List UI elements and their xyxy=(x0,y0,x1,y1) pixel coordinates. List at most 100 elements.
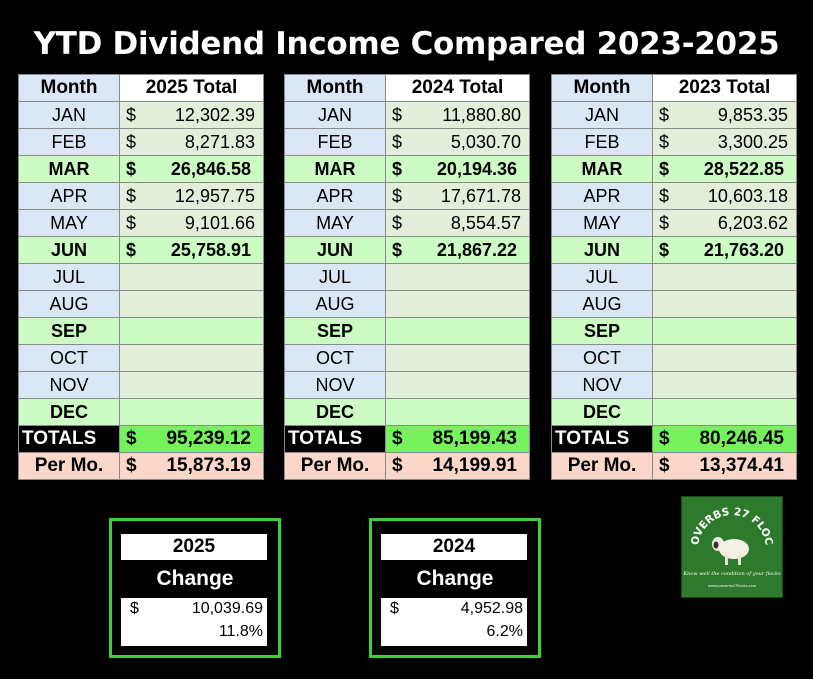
change-amount: 10,039.69 xyxy=(191,600,263,617)
table-row: DEC xyxy=(551,398,797,426)
value-cell: $8,271.83 xyxy=(119,128,264,156)
table-row: MAY $8,554.57 xyxy=(284,209,530,237)
amount: 15,873.19 xyxy=(166,455,251,476)
amount: 6,203.62 xyxy=(717,212,788,233)
table-row: OCT xyxy=(18,344,264,372)
value-cell: $12,302.39 xyxy=(119,101,264,129)
change-box-2025: 2025 Change $ 10,039.69 11.8% xyxy=(109,518,281,658)
totals-label: TOTALS xyxy=(18,425,120,453)
currency-symbol: $ xyxy=(392,158,403,179)
month-cell: JUL xyxy=(18,263,120,291)
month-cell: OCT xyxy=(18,344,120,372)
table-row: NOV xyxy=(284,371,530,399)
amount: 11,880.80 xyxy=(442,104,521,125)
month-cell: JUN xyxy=(18,236,120,264)
month-cell: FEB xyxy=(284,128,386,156)
amount: 17,671.78 xyxy=(440,185,521,206)
sheep-logo-icon: PROVERBS 27 FLOCKS Know well the conditi… xyxy=(678,488,781,588)
table-row: AUG xyxy=(18,290,264,318)
value-cell: $25,758.91 xyxy=(119,236,264,264)
totals-row: TOTALS $95,239.12 xyxy=(18,425,264,453)
month-cell: AUG xyxy=(551,290,653,318)
currency-symbol: $ xyxy=(126,158,137,179)
currency-symbol: $ xyxy=(126,104,137,125)
per-month-label: Per Mo. xyxy=(18,452,120,480)
currency-symbol: $ xyxy=(659,104,670,125)
table-header-row: Month 2025 Total xyxy=(18,74,264,102)
amount: 12,302.39 xyxy=(174,104,255,125)
table-row: APR $17,671.78 xyxy=(284,182,530,210)
amount: 8,554.57 xyxy=(450,212,521,233)
table-row: OCT xyxy=(284,344,530,372)
table-row: JUN $25,758.91 xyxy=(18,236,264,264)
month-cell: OCT xyxy=(284,344,386,372)
month-cell: SEP xyxy=(551,317,653,345)
change-label: Change xyxy=(156,567,234,590)
proverbs-27-flocks-logo: PROVERBS 27 FLOCKS Know well the conditi… xyxy=(678,488,783,598)
month-cell: AUG xyxy=(284,290,386,318)
value-cell xyxy=(119,290,264,318)
table-row: JUN $21,763.20 xyxy=(551,236,797,264)
month-cell: MAR xyxy=(284,155,386,183)
month-cell: DEC xyxy=(284,398,386,426)
value-cell: $17,671.78 xyxy=(385,182,530,210)
value-cell: $5,030.70 xyxy=(385,128,530,156)
logo-url: www.proverbs27flocks.com xyxy=(708,584,757,588)
currency-symbol: $ xyxy=(126,131,137,152)
table-row: FEB $8,271.83 xyxy=(18,128,264,156)
month-cell: AUG xyxy=(18,290,120,318)
month-cell: MAY xyxy=(18,209,120,237)
totals-row: TOTALS $85,199.43 xyxy=(284,425,530,453)
change-values: $ 4,952.98 6.2% xyxy=(381,598,527,646)
value-cell: $21,763.20 xyxy=(652,236,797,264)
month-header: Month xyxy=(18,74,120,102)
totals-label: TOTALS xyxy=(284,425,386,453)
month-cell: JAN xyxy=(284,101,386,129)
month-cell: APR xyxy=(18,182,120,210)
ytd-table-2: Month 2023 Total JAN $9,853.35 FEB $3,300.25 M… xyxy=(551,74,797,480)
currency-symbol: $ xyxy=(392,455,403,476)
month-cell: JAN xyxy=(551,101,653,129)
table-row: DEC xyxy=(18,398,264,426)
change-percent: 11.8% xyxy=(218,623,263,640)
month-cell: JUL xyxy=(551,263,653,291)
totals-value: $95,239.12 xyxy=(119,425,264,453)
table-row: MAY $9,101.66 xyxy=(18,209,264,237)
currency-symbol: $ xyxy=(659,158,670,179)
currency-symbol: $ xyxy=(392,428,403,449)
month-cell: MAR xyxy=(551,155,653,183)
month-cell: JUL xyxy=(284,263,386,291)
table-row: APR $10,603.18 xyxy=(551,182,797,210)
table-row: SEP xyxy=(18,317,264,345)
change-values: $ 10,039.69 11.8% xyxy=(121,598,267,646)
value-cell: $10,603.18 xyxy=(652,182,797,210)
currency-symbol: $ xyxy=(390,600,399,617)
per-month-row: Per Mo. $14,199.91 xyxy=(284,452,530,480)
amount: 3,300.25 xyxy=(717,131,788,152)
currency-symbol: $ xyxy=(130,600,139,617)
value-cell: $9,101.66 xyxy=(119,209,264,237)
per-month-row: Per Mo. $15,873.19 xyxy=(18,452,264,480)
currency-symbol: $ xyxy=(659,185,670,206)
value-cell xyxy=(385,263,530,291)
svg-text:PROVERBS 27 FLOCKS: PROVERBS 27 FLOCKS xyxy=(682,497,775,546)
table-row: MAR $26,846.58 xyxy=(18,155,264,183)
amount: 14,199.91 xyxy=(432,455,517,476)
value-cell xyxy=(119,371,264,399)
table-row: JAN $12,302.39 xyxy=(18,101,264,129)
currency-symbol: $ xyxy=(659,455,670,476)
value-cell xyxy=(119,344,264,372)
value-cell xyxy=(119,398,264,426)
table-row: SEP xyxy=(284,317,530,345)
table-row: JAN $11,880.80 xyxy=(284,101,530,129)
currency-symbol: $ xyxy=(126,428,137,449)
per-month-row: Per Mo. $13,374.41 xyxy=(551,452,797,480)
table-row: MAR $28,522.85 xyxy=(551,155,797,183)
currency-symbol: $ xyxy=(392,239,403,260)
table-row: JUN $21,867.22 xyxy=(284,236,530,264)
amount: 8,271.83 xyxy=(184,131,255,152)
value-cell: $20,194.36 xyxy=(385,155,530,183)
value-cell xyxy=(652,344,797,372)
table-row: JAN $9,853.35 xyxy=(551,101,797,129)
year-total-header: 2024 Total xyxy=(385,74,530,102)
